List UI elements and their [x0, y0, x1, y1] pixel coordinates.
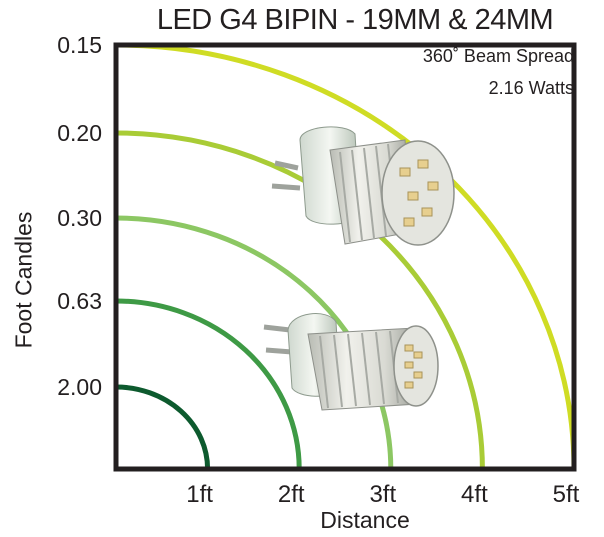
- illuminance-arc-1ft: [116, 384, 211, 469]
- x-axis-label: Distance: [320, 507, 410, 533]
- x-tick-label: 5ft: [553, 481, 580, 508]
- y-tick-label: 2.00: [57, 374, 102, 400]
- chart-title: LED G4 BIPIN - 19MM & 24MM: [156, 4, 554, 36]
- y-tick-label: 0.63: [57, 288, 102, 314]
- beam-spread-annotation: 360˚ Beam Spread: [422, 46, 574, 66]
- wattage-annotation: 2.16 Watts: [488, 78, 574, 98]
- illuminance-arc-3ft: [116, 215, 394, 469]
- y-tick-label: 0.30: [57, 205, 102, 231]
- y-tick-label: 0.15: [57, 32, 102, 58]
- x-tick-label: 1ft: [186, 481, 213, 508]
- led-bulb-19mm-icon: [271, 126, 455, 246]
- plot-frame: [113, 42, 577, 472]
- x-tick-label: 4ft: [461, 481, 488, 508]
- x-tick-label: 2ft: [278, 481, 305, 508]
- x-tick-label: 3ft: [369, 481, 396, 508]
- y-tick-label: 0.20: [57, 120, 102, 146]
- led-bulb-24mm-icon: [263, 313, 439, 411]
- illuminance-arc-2ft: [116, 298, 302, 469]
